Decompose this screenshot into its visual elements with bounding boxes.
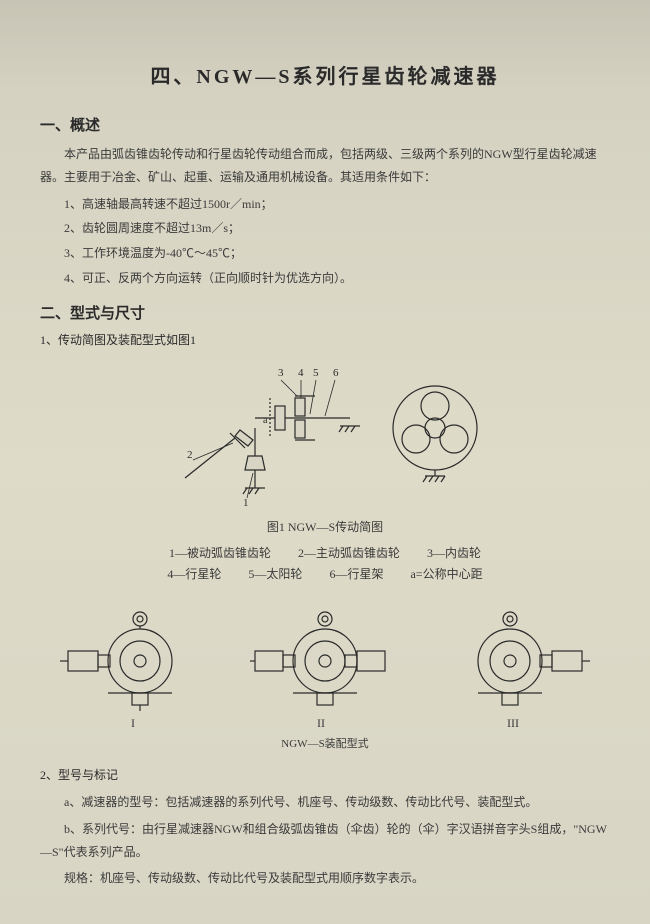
assembly-label: III: [507, 716, 519, 731]
legend-item: 2—主动弧齿锥齿轮: [298, 543, 400, 565]
transmission-diagram-icon: 2 1 3 4 5 6 a: [115, 358, 535, 508]
assembly-label: II: [317, 716, 325, 731]
assembly-figures: [40, 601, 610, 711]
list-item: 3、工作环境温度为-40℃～45℃；: [64, 242, 610, 265]
figure-1-legend: 1—被动弧齿锥齿轮 2—主动弧齿锥齿轮 3—内齿轮 4—行星轮 5—太阳轮 6—…: [40, 543, 610, 586]
legend-item: 1—被动弧齿锥齿轮: [169, 543, 271, 565]
main-title: 四、NGW—S系列行星齿轮减速器: [40, 60, 610, 89]
legend-item: 3—内齿轮: [427, 543, 481, 565]
section-1-intro: 本产品由弧齿锥齿轮传动和行星齿轮传动组合而成，包括两级、三级两个系列的NGW型行…: [40, 143, 610, 189]
section-2-heading: 二、型式与尺寸: [40, 302, 610, 323]
section-2-sub2: 2、型号与标记: [40, 766, 610, 783]
section-1-heading: 一、概述: [40, 114, 610, 135]
legend-item: 6—行星架: [329, 564, 383, 586]
diagram-label-5: 5: [313, 367, 319, 379]
diagram-label-4: 4: [298, 367, 304, 379]
diagram-label-3: 3: [278, 367, 284, 379]
assembly-type-2-icon: [250, 601, 400, 711]
assembly-labels: I II III: [40, 716, 610, 731]
item-a: a、减速器的型号：包括减速器的系列代号、机座号、传动级数、传动比代号、装配型式。: [40, 791, 610, 814]
diagram-label-2: 2: [187, 449, 193, 461]
legend-item: 4—行星轮: [167, 564, 221, 586]
svg-text:a: a: [263, 415, 268, 426]
list-item: 4、可正、反两个方向运转（正向顺时针为优选方向）。: [64, 267, 610, 290]
assembly-type-3-icon: [440, 601, 590, 711]
list-item: 1、高速轴最高转速不超过1500r／min；: [64, 193, 610, 216]
legend-item: a=公称中心距: [410, 564, 482, 586]
assembly-label: I: [131, 716, 135, 731]
legend-item: 5—太阳轮: [248, 564, 302, 586]
figure-1: 2 1 3 4 5 6 a: [40, 358, 610, 508]
document-page: 四、NGW—S系列行星齿轮减速器 一、概述 本产品由弧齿锥齿轮传动和行星齿轮传动…: [0, 0, 650, 924]
assembly-caption: NGW—S装配型式: [40, 735, 610, 751]
section-2-sub1: 1、传动简图及装配型式如图1: [40, 331, 610, 348]
assembly-type-1-icon: [60, 601, 210, 711]
diagram-label-6: 6: [333, 367, 339, 379]
item-b: b、系列代号：由行星减速器NGW和组合级弧齿锥齿（伞齿）轮的（伞）字汉语拼音字头…: [40, 818, 610, 864]
list-item: 2、齿轮圆周速度不超过13m／s；: [64, 217, 610, 240]
spec-line: 规格：机座号、传动级数、传动比代号及装配型式用顺序数字表示。: [40, 867, 610, 890]
figure-1-caption: 图1 NGW—S传动简图: [40, 518, 610, 535]
diagram-label-1: 1: [243, 497, 249, 508]
